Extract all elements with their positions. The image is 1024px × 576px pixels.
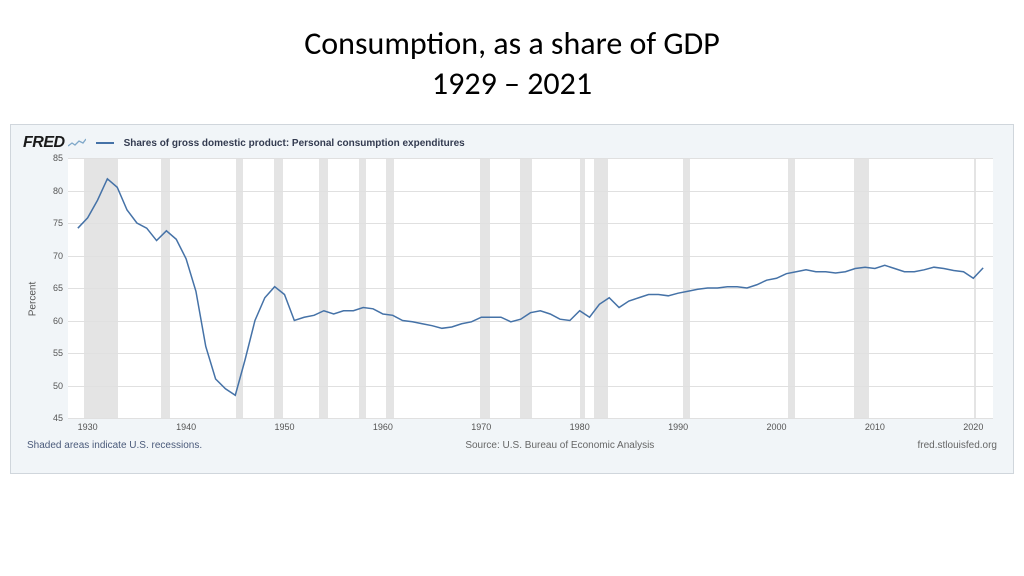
y-tick-label: 75	[53, 218, 63, 228]
footer-recession-note: Shaded areas indicate U.S. recessions.	[27, 440, 202, 451]
y-tick-label: 60	[53, 316, 63, 326]
fred-chart-container: FRED Shares of gross domestic product: P…	[10, 124, 1014, 474]
x-tick-label: 2010	[865, 422, 885, 432]
line-svg	[68, 158, 993, 418]
x-tick-label: 1970	[471, 422, 491, 432]
fred-logo: FRED	[23, 134, 86, 152]
y-axis-label: Percent	[28, 282, 39, 316]
x-tick-label: 1960	[373, 422, 393, 432]
y-tick-label: 55	[53, 348, 63, 358]
gridline	[68, 418, 993, 419]
legend-label: Shares of gross domestic product: Person…	[124, 138, 465, 149]
x-tick-label: 2000	[766, 422, 786, 432]
chart-header: FRED Shares of gross domestic product: P…	[23, 133, 1001, 153]
slide-title: Consumption, as a share of GDP 1929 – 20…	[0, 0, 1024, 104]
fred-logo-icon	[68, 138, 86, 148]
title-line-2: 1929 – 2021	[432, 64, 592, 103]
title-line-1: Consumption, as a share of GDP	[304, 24, 720, 63]
y-tick-label: 85	[53, 153, 63, 163]
x-tick-label: 1990	[668, 422, 688, 432]
x-tick-label: 1950	[274, 422, 294, 432]
chart-footer: Shaded areas indicate U.S. recessions. S…	[23, 440, 1001, 451]
footer-source: Source: U.S. Bureau of Economic Analysis	[465, 440, 654, 451]
y-tick-label: 80	[53, 186, 63, 196]
plot-area: 4550556065707580851930194019501960197019…	[68, 158, 993, 418]
plot-container: 4550556065707580851930194019501960197019…	[68, 158, 993, 418]
y-tick-label: 50	[53, 381, 63, 391]
x-tick-label: 1980	[570, 422, 590, 432]
y-tick-label: 70	[53, 251, 63, 261]
fred-logo-text: FRED	[23, 134, 65, 152]
data-line	[78, 179, 983, 395]
y-tick-label: 45	[53, 413, 63, 423]
y-tick-label: 65	[53, 283, 63, 293]
x-tick-label: 1940	[176, 422, 196, 432]
legend-swatch	[96, 142, 114, 144]
x-tick-label: 1930	[78, 422, 98, 432]
footer-link: fred.stlouisfed.org	[918, 440, 998, 451]
x-tick-label: 2020	[963, 422, 983, 432]
